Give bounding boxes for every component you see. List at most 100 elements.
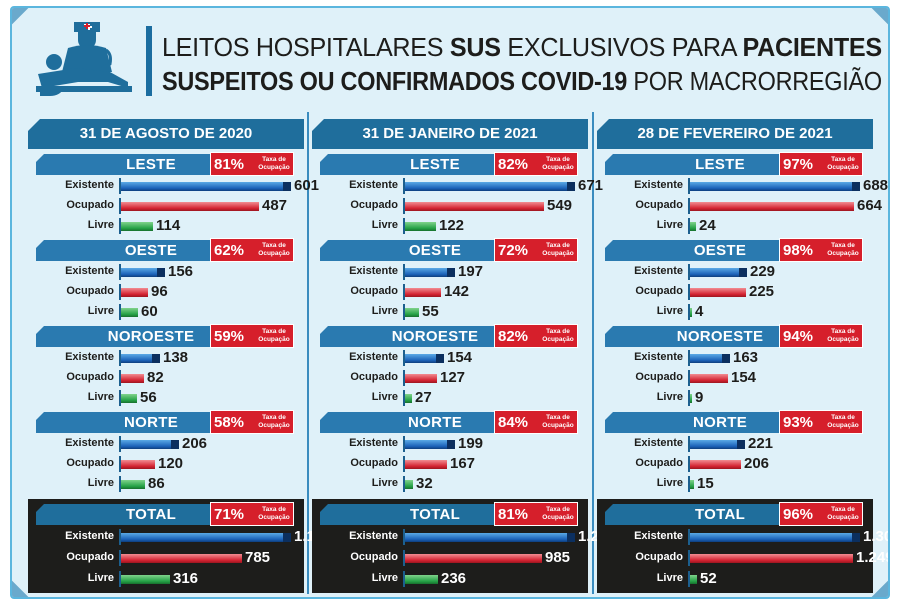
bar-existente — [405, 268, 455, 277]
bar-baseline — [688, 304, 690, 320]
row-label-ocupado: Ocupado — [350, 371, 398, 383]
value-label-ocupado: 120 — [158, 455, 184, 472]
row-label-ocupado: Ocupado — [66, 371, 114, 383]
row-label-ocupado: Ocupado — [66, 551, 114, 563]
value-label-existente: 1.301 — [863, 528, 888, 545]
bar-ocupado — [121, 460, 155, 469]
infographic-frame: LEITOS HOSPITALARES SUS EXCLUSIVOS PARA … — [10, 6, 890, 599]
column-date-title: 31 DE JANEIRO DE 2021 — [312, 119, 588, 149]
bar-livre — [690, 575, 697, 584]
row-label-ocupado: Ocupado — [635, 199, 683, 211]
bar-baseline — [688, 198, 690, 214]
bar-ocupado — [121, 374, 144, 383]
row-label-livre: Livre — [87, 391, 114, 403]
bar-livre — [405, 394, 412, 403]
bar-row-ocupado: Ocupado 206 — [597, 455, 873, 472]
row-label-existente: Existente — [349, 179, 398, 191]
occupancy-rate: 97% — [783, 156, 814, 173]
bar-existente — [690, 533, 860, 542]
occupancy-rate: 81% — [214, 156, 245, 173]
region-name: OESTE — [408, 242, 462, 259]
occupancy-badge: 94% Taxa de Ocupação — [779, 324, 863, 348]
bar-row-ocupado: Ocupado 154 — [597, 369, 873, 386]
title-text: LEITOS HOSPITALARES — [162, 32, 450, 62]
row-label-existente: Existente — [65, 351, 114, 363]
occupancy-rate: 82% — [498, 328, 529, 345]
column-separator — [307, 112, 309, 594]
bar-existente — [121, 354, 160, 363]
bar-ocupado — [405, 202, 544, 211]
bar-row-existente: Existente 1.301 — [597, 528, 888, 545]
bar-baseline — [403, 178, 405, 194]
bar-row-livre: Livre 24 — [597, 217, 873, 234]
bar-livre — [690, 394, 692, 403]
row-label-livre: Livre — [371, 477, 398, 489]
bar-row-livre: Livre 9 — [597, 389, 873, 406]
bar-ocupado — [121, 288, 148, 297]
bar-baseline — [688, 390, 690, 406]
title-text-bold: PACIENTES — [742, 32, 883, 62]
bar-row-ocupado: Ocupado 549 — [312, 197, 588, 214]
occupancy-badge: 71% Taxa de Ocupação — [210, 502, 294, 526]
bar-existente — [405, 354, 444, 363]
total-name: TOTAL — [125, 506, 177, 523]
chart-column: 28 DE FEVEREIRO DE 2021 LESTE 97% Taxa de O… — [597, 112, 888, 594]
value-label-livre: 9 — [695, 389, 704, 406]
value-label-livre: 4 — [695, 303, 704, 320]
bar-row-ocupado: Ocupado 664 — [597, 197, 882, 214]
bar-livre — [690, 308, 692, 317]
occupancy-rate: 62% — [214, 242, 245, 259]
value-label-ocupado: 549 — [547, 197, 573, 214]
value-label-existente: 671 — [578, 177, 604, 194]
bar-row-existente: Existente 199 — [312, 435, 588, 452]
row-label-ocupado: Ocupado — [635, 457, 683, 469]
row-label-existente: Existente — [634, 437, 683, 449]
row-label-livre: Livre — [656, 219, 683, 231]
value-label-ocupado: 96 — [151, 283, 168, 300]
value-label-existente: 163 — [733, 349, 759, 366]
row-label-livre: Livre — [371, 391, 398, 403]
bar-row-ocupado: Ocupado 785 — [28, 549, 304, 566]
row-label-existente: Existente — [634, 530, 683, 542]
occupancy-rate: 82% — [498, 156, 529, 173]
bar-existente — [121, 182, 291, 191]
bar-existente — [690, 440, 745, 449]
total-name: TOTAL — [694, 506, 746, 523]
bar-existente — [121, 533, 291, 542]
title-line-2: SUSPEITOS OU CONFIRMADOS COVID-19 POR MA… — [162, 66, 882, 97]
column-date-title: 28 DE FEVEREIRO DE 2021 — [597, 119, 873, 149]
row-label-livre: Livre — [656, 477, 683, 489]
bar-row-existente: Existente 601 — [28, 177, 319, 194]
bar-row-ocupado: Ocupado 985 — [312, 549, 588, 566]
bar-baseline — [119, 178, 121, 194]
value-label-ocupado: 82 — [147, 369, 164, 386]
occupancy-label: Taxa de Ocupação — [827, 242, 859, 257]
row-label-livre: Livre — [656, 572, 683, 584]
bar-existente — [121, 440, 179, 449]
row-label-ocupado: Ocupado — [635, 551, 683, 563]
value-label-ocupado: 142 — [444, 283, 470, 300]
bar-row-livre: Livre 52 — [597, 570, 873, 587]
occupancy-rate: 84% — [498, 414, 529, 431]
occupancy-badge: 72% Taxa de Ocupação — [494, 238, 578, 262]
bar-livre — [405, 222, 436, 231]
bar-baseline — [403, 476, 405, 492]
value-label-ocupado: 985 — [545, 549, 571, 566]
row-label-existente: Existente — [349, 437, 398, 449]
occupancy-rate: 72% — [498, 242, 529, 259]
bar-livre — [690, 222, 696, 231]
bar-baseline — [688, 571, 690, 587]
row-label-livre: Livre — [371, 219, 398, 231]
bar-livre — [405, 480, 413, 489]
bar-baseline — [119, 264, 121, 280]
value-label-ocupado: 487 — [262, 197, 288, 214]
row-label-livre: Livre — [371, 305, 398, 317]
bar-baseline — [403, 264, 405, 280]
region-name: LESTE — [695, 156, 745, 173]
value-label-ocupado: 167 — [450, 455, 476, 472]
bar-row-livre: Livre 122 — [312, 217, 588, 234]
bar-row-livre: Livre 32 — [312, 475, 588, 492]
value-label-ocupado: 1.249 — [856, 549, 890, 566]
bar-baseline — [688, 476, 690, 492]
bar-row-ocupado: Ocupado 127 — [312, 369, 588, 386]
